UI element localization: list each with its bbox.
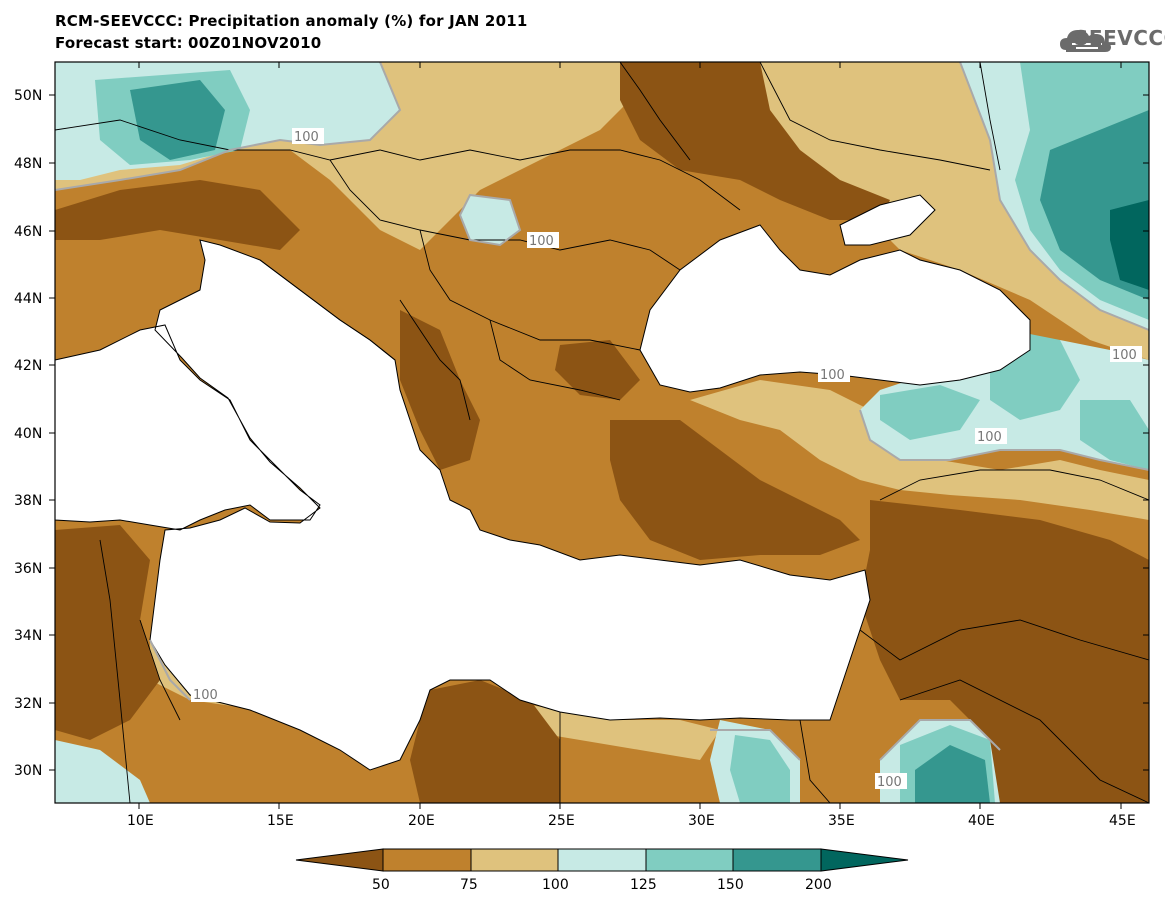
- country-borders: [54, 61, 1150, 804]
- legend-swatch-lowest: [295, 848, 384, 872]
- colorbar-legend: 50 75 100 125 150 200: [295, 848, 909, 893]
- anomaly-region-darkbrown-anatolia: [610, 420, 860, 560]
- contour-label: 100: [977, 430, 1002, 445]
- legend-swatch: [470, 848, 559, 872]
- legend-swatch: [382, 848, 472, 872]
- legend-swatch: [557, 848, 647, 872]
- legend-tick-label: 200: [805, 877, 832, 893]
- anomaly-region-teal-caspian: [1080, 400, 1149, 470]
- contour-label: 100: [1112, 348, 1137, 363]
- anomaly-region-darkbrown-balkans: [400, 310, 480, 470]
- lon-label: 20E: [408, 813, 435, 829]
- legend-tick-label: 100: [542, 877, 569, 893]
- anomaly-region-darkbrown-libya: [410, 680, 560, 803]
- legend-tick-label: 75: [460, 877, 478, 893]
- legend-tick-label: 150: [717, 877, 744, 893]
- anomaly-region-darkbrown-algeria: [55, 525, 160, 740]
- anomaly-region-darkteal-arabia: [915, 745, 990, 803]
- lat-label: 34N: [14, 628, 42, 644]
- longitude-labels: 10E 15E 20E 25E 30E 35E 40E 45E: [127, 813, 1136, 829]
- contour-label: 100: [294, 130, 319, 145]
- anomaly-region-darkbrown-ukraine: [620, 62, 890, 220]
- lat-label: 50N: [14, 88, 42, 104]
- forecast-start-label: Forecast start: 00Z01NOV2010: [55, 34, 322, 52]
- lon-label: 40E: [968, 813, 995, 829]
- lon-label: 35E: [828, 813, 855, 829]
- map-title: RCM-SEEVCCC: Precipitation anomaly (%) f…: [55, 12, 528, 30]
- anomaly-region-lightteal-hungary: [460, 195, 520, 245]
- latitude-labels: 50N 48N 46N 44N 42N 40N 38N 36N 34N 32N …: [14, 88, 42, 779]
- sea-of-azov: [839, 194, 936, 246]
- contour-labels: 100 100 100 100 100 100 100: [191, 128, 1142, 790]
- contour-100-lines: [54, 61, 1150, 761]
- legend-swatch-highest: [820, 848, 909, 872]
- legend-swatch: [732, 848, 822, 872]
- anomaly-region-darkbrown-alps: [55, 180, 300, 250]
- lat-label: 32N: [14, 696, 42, 712]
- lat-label: 46N: [14, 224, 42, 240]
- longitude-axis: [138, 62, 1122, 809]
- lat-label: 42N: [14, 358, 42, 374]
- sea-mask: [54, 194, 1031, 771]
- anomaly-region-darkbrown-mideast: [860, 500, 1149, 803]
- lat-label: 38N: [14, 493, 42, 509]
- legend-tick-label: 50: [372, 877, 390, 893]
- contour-label: 100: [877, 775, 902, 790]
- anomaly-region-tan-northeast: [740, 62, 1149, 360]
- contour-label: 100: [820, 368, 845, 383]
- lon-label: 15E: [267, 813, 294, 829]
- lat-label: 48N: [14, 156, 42, 172]
- brand-name: SEEVCCC: [1074, 26, 1165, 50]
- anomaly-region-teal-sinai: [730, 735, 790, 803]
- lon-label: 25E: [548, 813, 575, 829]
- cloud-logo-icon: [1060, 30, 1111, 52]
- lon-label: 30E: [688, 813, 715, 829]
- lat-label: 36N: [14, 561, 42, 577]
- legend-tick-label: 125: [630, 877, 657, 893]
- anomaly-region-darkbrown-bulgaria: [555, 340, 640, 400]
- contour-label: 100: [193, 688, 218, 703]
- lat-label: 44N: [14, 291, 42, 307]
- anomaly-field: [55, 62, 1149, 803]
- lon-label: 45E: [1109, 813, 1136, 829]
- lat-label: 30N: [14, 763, 42, 779]
- mediterranean-sea: [54, 239, 871, 771]
- anomaly-region-lightteal-africa-west: [55, 740, 150, 803]
- lon-label: 10E: [127, 813, 154, 829]
- contour-label: 100: [529, 234, 554, 249]
- anomaly-region-teal-turkey-ne: [880, 385, 980, 440]
- anomaly-region-darkteal-germany: [130, 80, 225, 160]
- adriatic-east-shore: [259, 259, 396, 361]
- legend-swatch: [645, 848, 734, 872]
- anomaly-region-extreme-east: [1110, 200, 1149, 290]
- black-sea: [639, 224, 1031, 393]
- latitude-axis: [49, 94, 1149, 771]
- lat-label: 40N: [14, 426, 42, 442]
